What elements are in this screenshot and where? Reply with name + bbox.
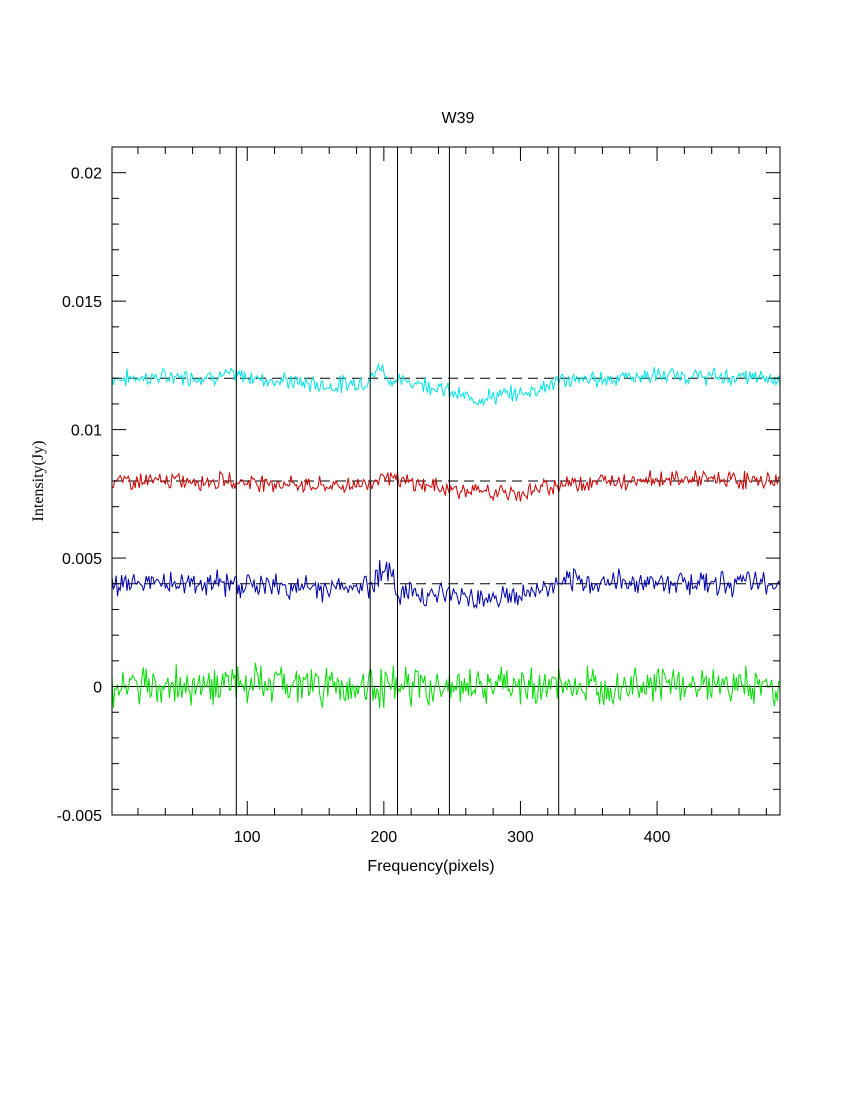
series-1-line bbox=[111, 469, 780, 502]
y-tick-label: 0.01 bbox=[71, 423, 102, 440]
vertical-lines bbox=[235, 147, 560, 815]
series-layer bbox=[111, 362, 781, 709]
y-tick-label: -0.005 bbox=[57, 808, 102, 825]
x-tick-label: 300 bbox=[507, 829, 534, 846]
chart-title: W39 bbox=[442, 110, 475, 127]
y-tick-label: 0.02 bbox=[71, 166, 102, 183]
x-axis-label: Frequency(pixels) bbox=[367, 858, 494, 875]
y-tick-label: 0.015 bbox=[62, 294, 102, 311]
x-tick-label: 200 bbox=[370, 829, 397, 846]
series-3-line bbox=[111, 662, 781, 709]
y-tick-label: 0 bbox=[93, 680, 102, 697]
axis-ticks: 100 200 300 400 -0.005 0 0.005 0.01 0.015 0.02 bbox=[57, 146, 780, 846]
series-2-line bbox=[111, 559, 781, 610]
series-0-line bbox=[111, 362, 781, 406]
x-tick-label: 100 bbox=[234, 829, 261, 846]
x-tick-label: 400 bbox=[644, 829, 671, 846]
y-tick-label: 0.005 bbox=[62, 551, 102, 568]
y-axis-label: Intensity(Jy) bbox=[30, 441, 47, 522]
